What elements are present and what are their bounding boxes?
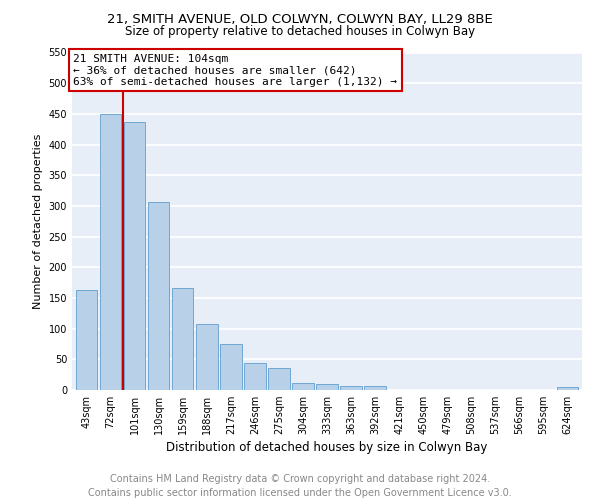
Bar	[172, 288, 193, 390]
Bar	[364, 386, 386, 390]
Text: Size of property relative to detached houses in Colwyn Bay: Size of property relative to detached ho…	[125, 25, 475, 38]
Bar	[244, 363, 266, 390]
Y-axis label: Number of detached properties: Number of detached properties	[33, 134, 43, 309]
Text: 21 SMITH AVENUE: 104sqm
← 36% of detached houses are smaller (642)
63% of semi-d: 21 SMITH AVENUE: 104sqm ← 36% of detache…	[73, 54, 397, 87]
Bar	[316, 384, 338, 390]
Bar	[196, 324, 218, 390]
Bar	[124, 122, 145, 390]
Bar	[220, 344, 242, 390]
Bar	[268, 368, 290, 390]
Text: 21, SMITH AVENUE, OLD COLWYN, COLWYN BAY, LL29 8BE: 21, SMITH AVENUE, OLD COLWYN, COLWYN BAY…	[107, 12, 493, 26]
Bar	[340, 386, 362, 390]
Bar	[557, 387, 578, 390]
Text: Contains HM Land Registry data © Crown copyright and database right 2024.
Contai: Contains HM Land Registry data © Crown c…	[88, 474, 512, 498]
Bar	[292, 383, 314, 390]
Bar	[76, 290, 97, 390]
X-axis label: Distribution of detached houses by size in Colwyn Bay: Distribution of detached houses by size …	[166, 442, 488, 454]
Bar	[100, 114, 121, 390]
Bar	[148, 202, 169, 390]
